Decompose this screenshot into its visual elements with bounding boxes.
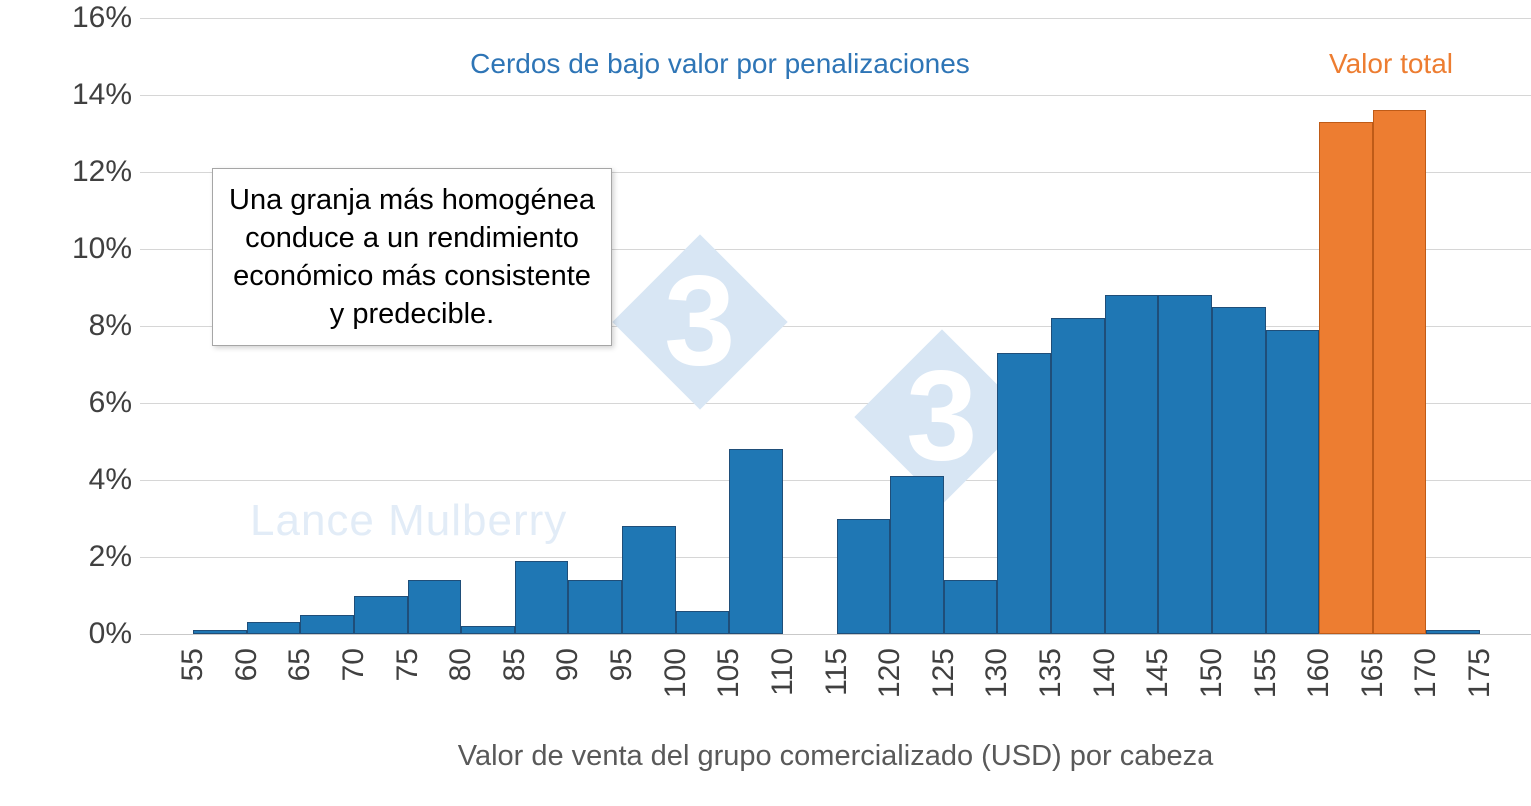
annotation-line: económico más consistente: [233, 260, 591, 292]
bar-160-165: [1319, 121, 1373, 634]
gridline-10: [140, 249, 1531, 250]
bar-115-120: [836, 518, 891, 634]
y-tick-label-6: 6%: [88, 386, 132, 419]
plot-area: 3 3 Lance Mulberry Una granja más homogé…: [140, 18, 1531, 635]
y-tick-label-16: 16%: [71, 1, 132, 34]
x-tick-label-75: 75: [390, 648, 424, 682]
y-tick-label-0: 0%: [88, 617, 132, 650]
x-tick-label-115: 115: [819, 648, 853, 696]
x-tick-label-95: 95: [605, 648, 638, 682]
x-tick-label-100: 100: [658, 648, 692, 699]
bar-155-160: [1265, 329, 1320, 634]
bar-90-95: [568, 580, 622, 634]
chart-title: Cerdos de bajo valor por penalizaciones: [470, 48, 970, 79]
x-tick-label-155: 155: [1248, 648, 1282, 699]
x-tick-label-175: 175: [1463, 648, 1496, 699]
bar-65-70: [300, 614, 354, 634]
gridline-2: [140, 557, 1531, 558]
y-tick-label-14: 14%: [71, 78, 132, 111]
legend-valor-total: Valor total: [1329, 48, 1453, 79]
gridline-14: [140, 95, 1531, 96]
x-tick-label-55: 55: [176, 648, 209, 682]
annotation-line: y predecible.: [329, 298, 495, 330]
logo-333-digit: 3: [906, 345, 978, 488]
x-tick-label-135: 135: [1034, 648, 1067, 699]
x-tick-label-65: 65: [283, 648, 317, 682]
annotation-line: conduce a un rendimiento: [245, 222, 579, 254]
x-axis-title: Valor de venta del grupo comercializado …: [457, 740, 1214, 772]
bar-85-90: [514, 560, 569, 634]
bar-55-60: [193, 630, 247, 634]
x-tick-label-120: 120: [873, 648, 907, 699]
x-tick-label-145: 145: [1141, 648, 1175, 699]
gridline-16: [140, 18, 1531, 19]
x-tick-label-140: 140: [1087, 648, 1121, 699]
bar-120-125: [890, 476, 944, 634]
x-tick-label-80: 80: [444, 648, 478, 682]
gridline-8: [140, 326, 1531, 327]
logo-333-diamond-1: 3: [612, 234, 788, 410]
bar-70-75: [353, 595, 408, 634]
gridline-0: [140, 634, 1531, 635]
bar-135-140: [1051, 318, 1105, 634]
logo-333-digit: 3: [664, 250, 736, 393]
y-tick-label-4: 4%: [88, 463, 132, 496]
y-tick-label-12: 12%: [71, 155, 132, 188]
x-tick-label-110: 110: [765, 648, 799, 696]
gridline-4: [140, 480, 1531, 481]
bar-105-110: [729, 449, 783, 634]
bar-125-130: [943, 580, 998, 634]
x-tick-label-105: 105: [712, 648, 746, 699]
y-tick-label-2: 2%: [88, 540, 132, 573]
x-tick-label-125: 125: [926, 648, 960, 699]
bar-130-135: [997, 352, 1051, 634]
bar-170-175: [1426, 630, 1480, 634]
x-tick-label-60: 60: [229, 648, 263, 682]
bar-60-65: [246, 622, 301, 634]
bar-75-80: [407, 580, 462, 634]
y-tick-label-8: 8%: [88, 309, 132, 342]
x-tick-label-90: 90: [551, 648, 585, 682]
x-tick-label-150: 150: [1194, 648, 1228, 699]
x-tick-label-170: 170: [1409, 648, 1443, 699]
watermark-text: Lance Mulberry: [250, 496, 568, 545]
gridline-12: [140, 172, 1531, 173]
x-tick-label-130: 130: [980, 648, 1014, 699]
bar-80-85: [461, 626, 515, 634]
x-tick-label-165: 165: [1355, 648, 1389, 699]
x-tick-label-70: 70: [336, 648, 370, 682]
y-tick-label-10: 10%: [71, 232, 132, 265]
bar-165-170: [1372, 110, 1427, 634]
annotation-box: Una granja más homogénea conduce a un re…: [212, 168, 612, 346]
gridline-6: [140, 403, 1531, 404]
bar-140-145: [1104, 295, 1159, 634]
bar-145-150: [1158, 295, 1212, 634]
x-tick-label-85: 85: [497, 648, 531, 682]
bar-150-155: [1211, 306, 1266, 634]
annotation-line: Una granja más homogénea: [229, 184, 595, 216]
bar-100-105: [675, 610, 730, 634]
x-tick-label-160: 160: [1302, 648, 1336, 699]
bar-95-100: [622, 526, 676, 634]
